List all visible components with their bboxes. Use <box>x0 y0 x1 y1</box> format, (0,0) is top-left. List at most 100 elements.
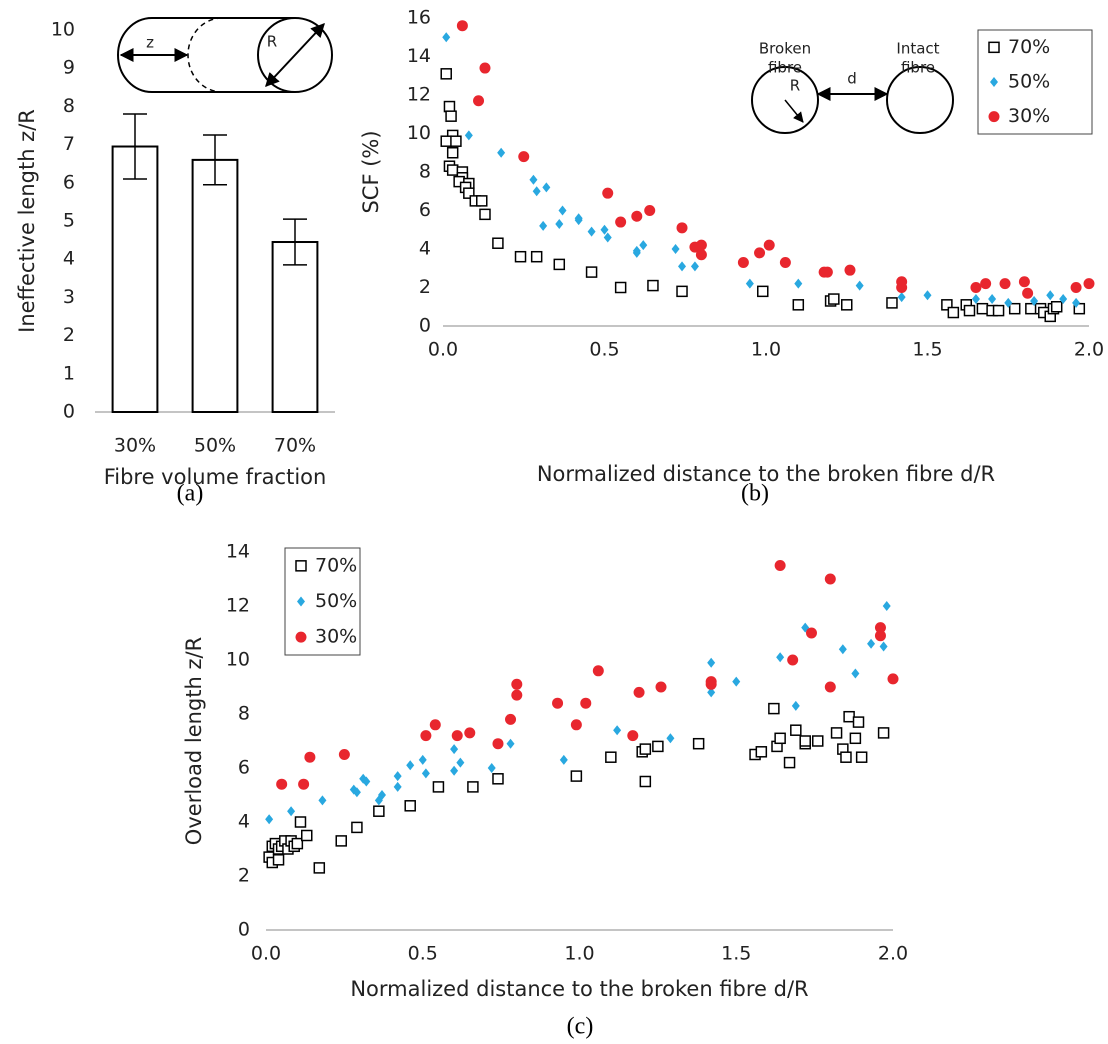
point <box>570 719 582 731</box>
point <box>476 195 488 207</box>
y-tick-label: 12 <box>226 595 250 617</box>
error-bar <box>203 134 227 186</box>
point <box>882 601 891 611</box>
point <box>451 730 463 742</box>
point <box>887 673 899 685</box>
bar <box>271 241 319 413</box>
point <box>351 821 363 834</box>
x-tick-label: 0.0 <box>428 339 458 361</box>
point <box>605 751 617 763</box>
inset-label: fibre <box>768 59 802 77</box>
point <box>406 760 415 771</box>
panel-label: (b) <box>741 481 769 507</box>
point <box>824 681 836 693</box>
inset-label: Intact <box>896 40 939 58</box>
point <box>373 805 385 817</box>
cylinder-inset: z R <box>117 17 333 93</box>
point <box>559 754 568 765</box>
legend-label: 70% <box>315 554 357 576</box>
y-tick-label: 7 <box>63 133 75 155</box>
point <box>897 292 906 303</box>
point <box>592 665 604 677</box>
point <box>580 697 592 709</box>
point <box>542 182 551 193</box>
point <box>855 751 868 763</box>
point <box>886 297 898 309</box>
point <box>676 222 688 234</box>
x-axis-title: Fibre volume fraction <box>104 465 327 489</box>
inset-label: Broken <box>759 40 811 58</box>
point <box>695 239 707 251</box>
y-tick-label: 1 <box>63 362 75 384</box>
point <box>574 213 583 224</box>
point <box>1004 297 1013 308</box>
bar <box>191 158 239 413</box>
x-tick-label: 1.5 <box>912 339 942 361</box>
legend-marker <box>988 41 1000 54</box>
error-bar <box>123 113 147 180</box>
point <box>633 686 645 698</box>
inset-label: R <box>790 77 800 95</box>
point <box>874 622 886 634</box>
legend-label: 30% <box>1008 105 1050 127</box>
point <box>745 278 754 289</box>
point <box>867 638 876 649</box>
point <box>799 735 811 747</box>
point <box>492 237 504 249</box>
point <box>976 302 989 315</box>
y-axis-title: Overload length z/R <box>182 637 206 845</box>
point <box>287 806 296 817</box>
point <box>420 730 432 742</box>
x-tick-label: 1.0 <box>564 943 594 965</box>
point <box>429 719 441 731</box>
legend-marker <box>295 631 307 643</box>
point <box>467 781 479 793</box>
x-tick-label: 1.0 <box>751 339 781 361</box>
point <box>1008 302 1021 315</box>
bar <box>111 145 159 413</box>
point <box>1072 297 1081 308</box>
point <box>487 763 496 773</box>
point <box>632 245 641 256</box>
legend-marker <box>295 560 307 572</box>
point <box>992 304 1005 317</box>
x-tick-label: 0.5 <box>408 943 438 965</box>
fibre-inset: Broken fibre Intact fibre d R <box>751 40 954 134</box>
point <box>879 641 888 652</box>
point <box>768 702 780 715</box>
x-tick-label: 0.5 <box>589 339 619 361</box>
point <box>479 208 491 221</box>
point <box>511 689 523 701</box>
y-tick-label: 0 <box>63 401 75 423</box>
point <box>587 226 596 237</box>
legend-marker <box>990 77 998 87</box>
legend-label: 50% <box>1008 71 1050 93</box>
point <box>874 630 886 642</box>
error-bar <box>283 218 307 266</box>
point <box>450 765 459 776</box>
point <box>393 771 402 782</box>
point <box>456 20 468 32</box>
point <box>1059 294 1068 305</box>
point <box>585 266 598 278</box>
point <box>852 716 865 728</box>
point <box>505 713 517 725</box>
point <box>828 293 840 305</box>
y-tick-label: 10 <box>51 19 75 41</box>
y-tick-label: 3 <box>63 286 75 308</box>
point <box>692 737 705 750</box>
point <box>812 735 824 747</box>
point <box>335 835 347 847</box>
point <box>539 220 548 231</box>
point <box>655 681 667 693</box>
panel-label: (c) <box>567 1014 594 1040</box>
y-axis-title: Ineffective length z/R <box>15 109 39 333</box>
point <box>690 261 699 272</box>
point <box>393 781 402 792</box>
point <box>841 299 853 311</box>
point <box>707 687 716 698</box>
y-tick-label: 2 <box>419 276 431 298</box>
legend-label: 50% <box>315 590 357 612</box>
point <box>1050 301 1063 313</box>
point <box>404 800 416 812</box>
